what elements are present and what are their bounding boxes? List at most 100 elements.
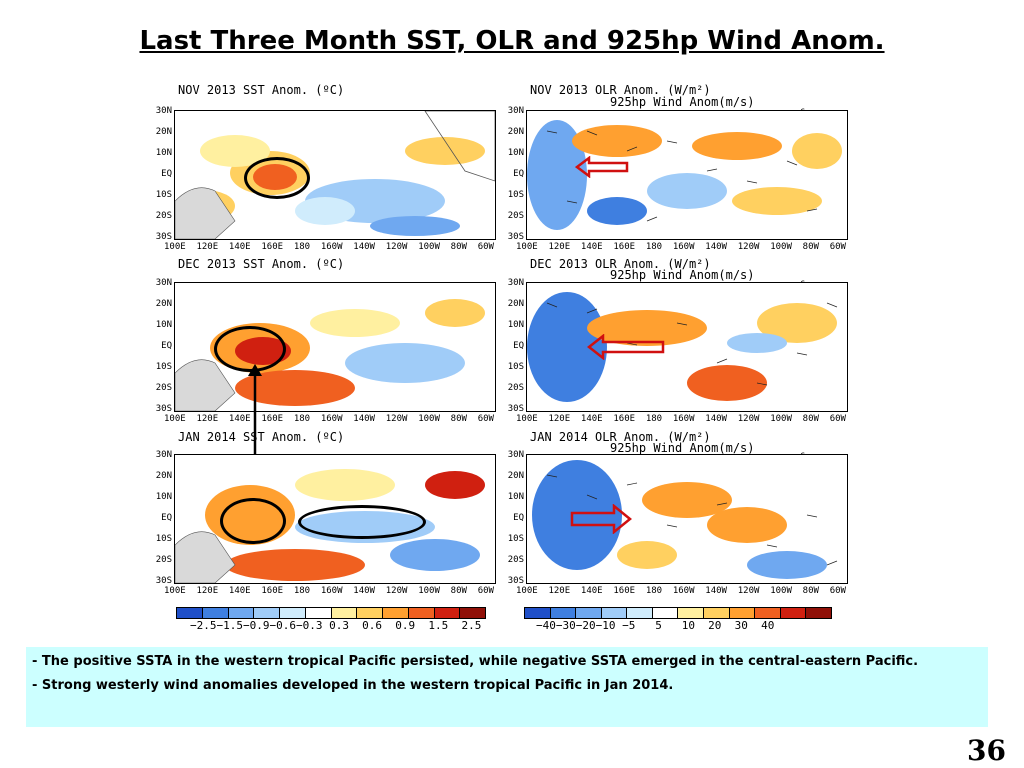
lat-label: 30S — [507, 404, 524, 414]
lon-label: 140W — [705, 586, 727, 596]
jan-cold-tongue-ellipse — [298, 505, 426, 539]
lat-label: 10N — [155, 492, 172, 502]
colorbar-swatch — [525, 608, 551, 618]
lon-label: 120E — [196, 242, 219, 252]
lat-label: 10N — [507, 148, 524, 158]
olr-jan-field — [527, 455, 847, 583]
lon-label: 140W — [705, 242, 727, 252]
page-number: 36 — [967, 734, 1006, 767]
jan-warm-pool-ellipse — [220, 498, 286, 544]
lon-label: 160W — [672, 586, 695, 596]
lat-label: EQ — [161, 169, 172, 179]
colorbar-swatch — [280, 608, 306, 618]
note-line-2: - Strong westerly wind anomalies develop… — [32, 678, 674, 693]
lon-label: 140E — [580, 242, 603, 252]
lon-label: 140E — [228, 242, 251, 252]
colorbar-swatch — [177, 608, 203, 618]
colorbar-swatch — [550, 608, 577, 618]
colorbar-swatch — [434, 608, 461, 618]
lon-label: 60W — [477, 414, 494, 424]
colorbar-swatch — [576, 608, 602, 618]
colorbar-swatch — [460, 608, 485, 618]
lon-label: 140E — [580, 586, 603, 596]
lat-label: EQ — [161, 513, 172, 523]
lat-label: 30N — [507, 106, 524, 116]
lat-label: EQ — [161, 341, 172, 351]
lon-labels-row: 100E 120E 140E 160E 180 160W 140W 120W 100W 80W 60… — [516, 586, 846, 596]
olr-colorbar-labels: −40−30−20−10 −5 5 10 20 30 40 — [536, 619, 775, 632]
olr-dec-map — [526, 282, 848, 412]
lon-label: 60W — [477, 242, 494, 252]
colorbar-swatch — [331, 608, 358, 618]
lon-label: 160W — [320, 414, 343, 424]
lon-label: 160E — [261, 414, 284, 424]
sst-jan-title: JAN 2014 SST Anom. (ºC) — [178, 430, 345, 444]
lon-labels-row: 100E 120E 140E 160E 180 160W 140W 120W 100W 80W 60… — [164, 242, 494, 252]
lat-label: 30S — [507, 232, 524, 242]
lon-label: 140W — [353, 414, 375, 424]
lon-label: 60W — [829, 586, 846, 596]
lon-label: 100W — [418, 242, 440, 252]
olr-dec-title: DEC 2013 OLR Anom. (W/m²) — [530, 257, 711, 271]
lon-label: 120W — [385, 586, 408, 596]
lon-label: 160E — [613, 242, 636, 252]
lat-label: 30N — [507, 278, 524, 288]
lon-label: 60W — [829, 242, 846, 252]
lat-label: 30S — [507, 576, 524, 586]
lon-label: 120E — [548, 586, 571, 596]
lon-label: 180 — [293, 242, 311, 252]
lon-label: 180 — [645, 586, 663, 596]
colorbar-swatch — [627, 608, 653, 618]
lon-label: 120W — [385, 242, 408, 252]
lon-label: 180 — [645, 242, 663, 252]
sst-nov-title: NOV 2013 SST Anom. (ºC) — [178, 83, 345, 97]
lat-label: 20S — [507, 555, 524, 565]
lon-labels-row: 100E 120E 140E 160E 180 160W 140W 120W 100W 80W 60… — [516, 414, 846, 424]
lat-label: 10S — [507, 190, 524, 200]
lat-label: 20S — [507, 383, 524, 393]
jan-wind-arrow-icon — [570, 504, 632, 534]
lon-label: 120E — [196, 586, 219, 596]
lon-label: 100W — [770, 242, 792, 252]
lon-label: 160W — [320, 586, 343, 596]
lat-label: 20N — [507, 127, 524, 137]
lat-label: 30N — [155, 278, 172, 288]
sst-nov-field — [175, 111, 495, 239]
lon-label: 80W — [450, 414, 467, 424]
colorbar-swatch — [652, 608, 679, 618]
lat-label: 30S — [155, 576, 172, 586]
lon-label: 140W — [353, 242, 375, 252]
lat-label: EQ — [513, 341, 524, 351]
nov-warm-pool-ellipse — [244, 157, 310, 199]
lon-label: 60W — [829, 414, 846, 424]
dec-wind-arrow-icon — [587, 334, 665, 360]
slide-title: Last Three Month SST, OLR and 925hp Wind… — [139, 26, 885, 56]
lon-label: 100E — [164, 586, 186, 596]
lat-label: 10N — [155, 320, 172, 330]
lon-label: 140W — [353, 586, 375, 596]
lat-label: 10S — [155, 362, 172, 372]
lon-label: 100W — [418, 414, 440, 424]
lon-label: 100E — [164, 242, 186, 252]
lon-label: 100E — [164, 414, 186, 424]
lon-label: 100W — [418, 586, 440, 596]
lon-label: 120W — [737, 586, 760, 596]
colorbar-swatch — [806, 608, 831, 618]
lat-label: 20N — [155, 127, 172, 137]
lat-label: 20N — [507, 471, 524, 481]
olr-jan-subtitle: 925hp Wind Anom(m/s) — [610, 441, 755, 455]
lon-label: 160W — [672, 242, 695, 252]
colorbar-swatch — [357, 608, 383, 618]
lat-label: 10S — [155, 534, 172, 544]
lon-label: 100W — [770, 414, 792, 424]
lat-label: 30S — [155, 232, 172, 242]
lat-label: 10S — [155, 190, 172, 200]
lat-label: 20N — [155, 471, 172, 481]
lat-label: 30N — [507, 450, 524, 460]
lon-label: 140E — [580, 414, 603, 424]
colorbar-swatch — [729, 608, 756, 618]
lon-label: 100W — [770, 586, 792, 596]
olr-nov-subtitle: 925hp Wind Anom(m/s) — [610, 95, 755, 109]
sst-nov-map — [174, 110, 496, 240]
lat-label: 10N — [507, 492, 524, 502]
